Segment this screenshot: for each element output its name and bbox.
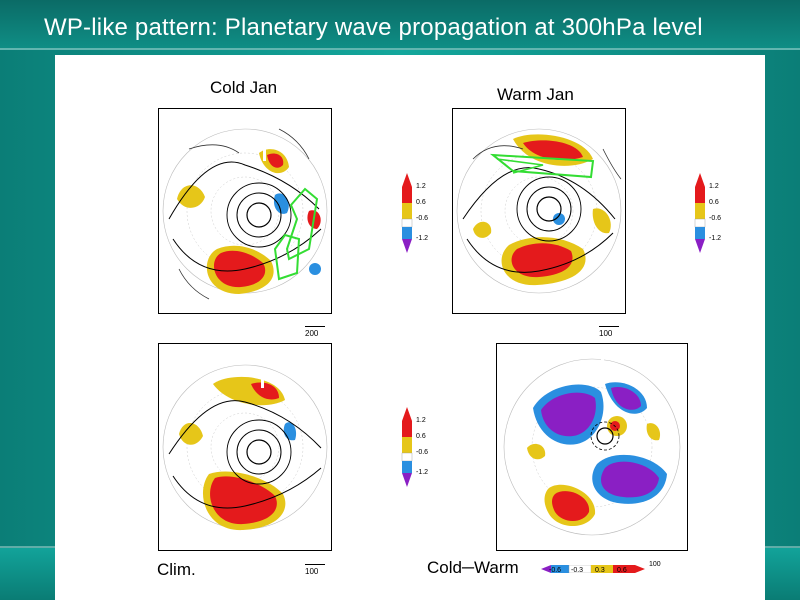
cbar-tick: -1.2 — [709, 235, 722, 242]
ref-vector-warm-jan: 100 — [599, 326, 619, 338]
slide-title: WP-like pattern: Planetary wave propagat… — [44, 14, 703, 41]
map-cold-jan-svg — [162, 128, 328, 300]
header-stripe — [0, 48, 800, 50]
colorbar-warm-jan-svg — [694, 173, 706, 253]
label-clim: Clim. — [157, 560, 196, 579]
ref-vector-value: 100 — [599, 329, 613, 338]
cbar-tick: 0.6 — [709, 199, 719, 206]
colorbar-diff-svg — [541, 564, 645, 574]
ref-vector-clim: 100 — [305, 564, 325, 576]
label-minus: ─ — [461, 558, 475, 577]
cbar-tick: -1.2 — [416, 235, 429, 242]
map-cold-minus-warm-svg — [503, 352, 681, 536]
label-warm: Warm — [474, 558, 519, 577]
colorbar-clim-svg — [401, 407, 413, 487]
ref-vector-value: 200 — [305, 329, 319, 338]
label-cold: Cold — [427, 558, 462, 577]
cbar-tick: -0.6 — [416, 449, 429, 456]
colorbar-warm-jan: 1.2 0.6 -0.6 -1.2 — [693, 173, 733, 253]
cbar-tick: 100 — [649, 561, 661, 568]
cbar-tick: 0.3 — [595, 567, 605, 574]
label-warm-jan: Warm Jan — [497, 85, 574, 104]
map-cold-minus-warm — [496, 343, 688, 551]
cbar-tick: -0.6 — [709, 215, 722, 222]
colorbar-cold-jan: 1.2 0.6 -0.6 -1.2 — [400, 173, 440, 253]
map-clim — [158, 343, 332, 551]
cbar-tick: 0.6 — [416, 433, 426, 440]
cbar-tick: 1.2 — [416, 417, 426, 424]
cbar-tick: 1.2 — [416, 183, 426, 190]
colorbar-clim: 1.2 0.6 -0.6 -1.2 — [400, 407, 440, 487]
header-band — [0, 0, 800, 50]
colorbar-cold-jan-svg — [401, 173, 413, 253]
figure-panel: Cold Jan Warm Jan Clim. Cold─Warm — [55, 55, 765, 600]
cbar-tick: 0.6 — [617, 567, 627, 574]
map-warm-jan-svg — [456, 128, 622, 294]
label-cold-jan: Cold Jan — [210, 78, 278, 97]
map-clim-svg — [162, 364, 328, 531]
cbar-tick: -0.3 — [571, 567, 584, 574]
ref-vector-value: 100 — [305, 567, 319, 576]
cbar-tick: 0.6 — [416, 199, 426, 206]
colorbar-cold-minus-warm: -0.6 -0.3 0.3 0.6 100 — [541, 560, 701, 578]
cbar-tick: -0.6 — [416, 215, 429, 222]
cbar-tick: -1.2 — [416, 469, 429, 476]
map-cold-jan — [158, 108, 332, 314]
cbar-tick: 1.2 — [709, 183, 719, 190]
cbar-tick: -0.6 — [549, 567, 562, 574]
map-warm-jan — [452, 108, 626, 314]
ref-vector-cold-jan: 200 — [305, 326, 325, 338]
label-cold-minus-warm: Cold─Warm — [427, 558, 519, 578]
